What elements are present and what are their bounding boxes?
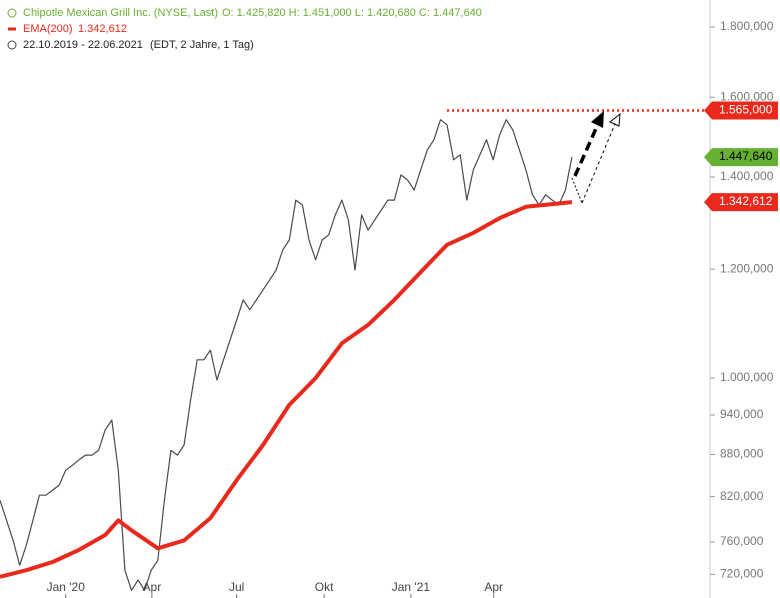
price-marker — [704, 148, 778, 167]
price-marker-label: 1.565,000 — [719, 103, 773, 117]
x-tick-label: Okt — [315, 580, 334, 594]
y-tick-label: 820,000 — [720, 489, 764, 503]
price-marker-label: 1.447,640 — [719, 149, 773, 163]
y-tick-label: 1.000,000 — [720, 370, 774, 384]
y-tick-label: 760,000 — [720, 534, 764, 548]
x-tick-label: Apr — [484, 580, 503, 594]
forecast-arrows — [571, 111, 621, 204]
ema-legend-value: 1.342,612 — [78, 23, 127, 35]
thin-arrow-head — [609, 112, 621, 127]
bold-arrow-head — [591, 111, 604, 128]
price-marker — [704, 101, 778, 120]
y-tick-label: 1.800,000 — [720, 19, 774, 33]
ema-line — [0, 200, 573, 579]
instrument-name: Chipotle Mexican Grill Inc. (NYSE, Last) — [23, 7, 218, 19]
y-tick-label: 1.600,000 — [720, 89, 774, 103]
y-tick-label: 880,000 — [720, 447, 764, 461]
y-tick-label: 940,000 — [720, 407, 764, 421]
range-info: (EDT, 2 Jahre, 1 Tag) — [150, 39, 254, 51]
bold-arrow — [573, 123, 600, 177]
ohlc: O: 1.425,820 H: 1.451,000 L: 1.420,680 C… — [222, 7, 482, 19]
date-range: 22.10.2019 - 22.06.2021 — [23, 39, 143, 51]
ema-legend-name: EMA(200) — [23, 23, 73, 35]
y-tick-label: 1.200,000 — [720, 261, 774, 275]
price-line — [0, 119, 573, 591]
arrow-connector — [571, 177, 583, 204]
price-marker-label: 1.342,612 — [719, 194, 773, 208]
x-tick-label: Jul — [229, 580, 244, 594]
y-tick-label: 720,000 — [720, 566, 764, 580]
symbol-icon — [7, 8, 17, 18]
price-marker — [704, 193, 778, 212]
x-tick-label: Jan '21 — [392, 580, 431, 594]
thin-arrow — [581, 123, 616, 204]
clock-icon — [7, 40, 17, 50]
x-tick-label: Jan '20 — [47, 580, 86, 594]
y-tick-label: 1.400,000 — [720, 169, 774, 183]
